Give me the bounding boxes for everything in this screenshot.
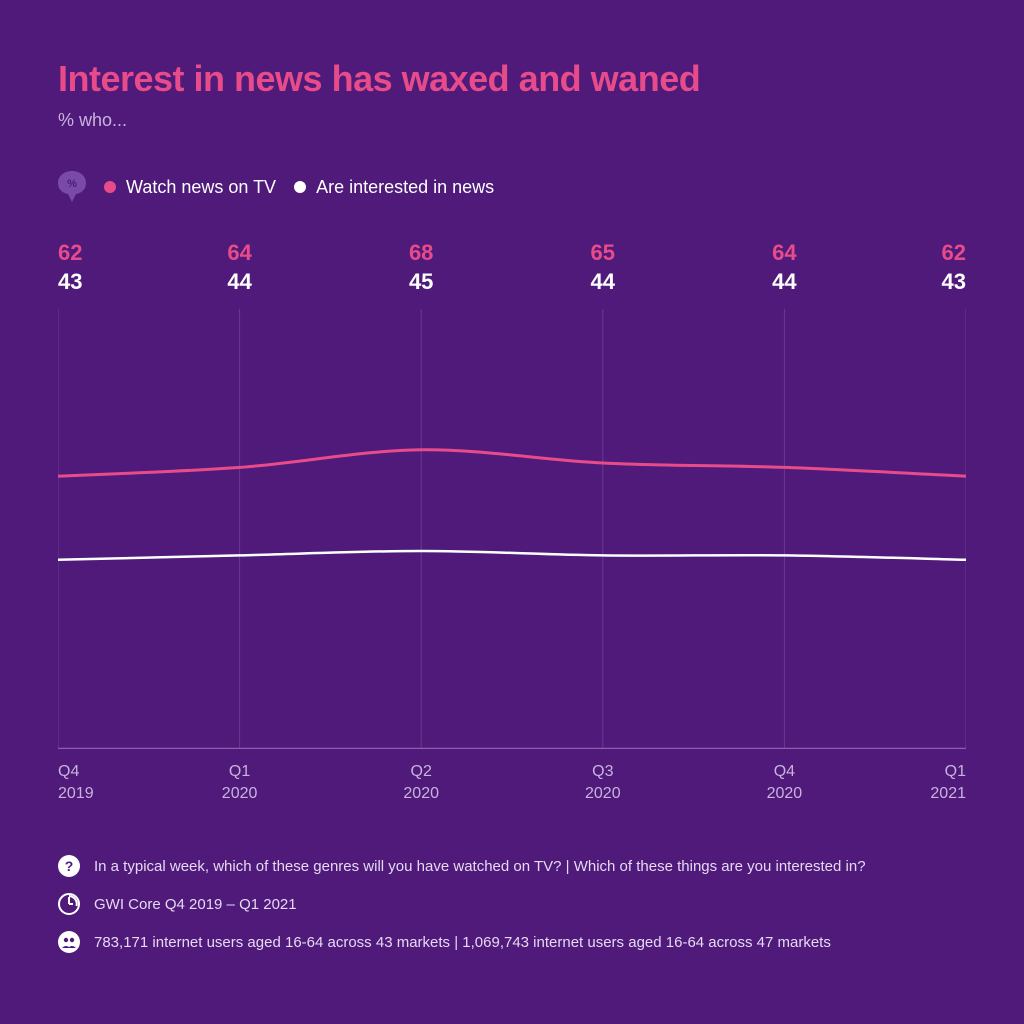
footer-base: 783,171 internet users aged 16-64 across… xyxy=(58,931,966,953)
series-b-value: 43 xyxy=(58,268,82,297)
series-a-value: 62 xyxy=(942,239,966,268)
x-axis-label: Q4 2019 xyxy=(58,761,94,804)
legend-label-b: Are interested in news xyxy=(316,177,494,198)
legend-item-series-a: Watch news on TV xyxy=(104,177,276,198)
source-icon xyxy=(58,893,80,915)
series-a-value: 65 xyxy=(591,239,615,268)
x-axis-label: Q4 2020 xyxy=(767,761,803,804)
chart-subtitle: % who... xyxy=(58,110,966,131)
svg-text:%: % xyxy=(67,178,77,190)
line-chart xyxy=(58,309,966,749)
footer-base-text: 783,171 internet users aged 16-64 across… xyxy=(94,934,831,951)
footer-question-text: In a typical week, which of these genres… xyxy=(94,858,866,875)
series-a-value: 68 xyxy=(409,239,433,268)
x-axis-label: Q2 2020 xyxy=(403,761,439,804)
data-label-col: 6444 xyxy=(772,239,796,296)
legend-label-a: Watch news on TV xyxy=(126,177,276,198)
data-label-col: 6845 xyxy=(409,239,433,296)
series-a-value: 64 xyxy=(772,239,796,268)
data-label-col: 6243 xyxy=(58,239,82,296)
people-icon xyxy=(58,931,80,953)
series-b-value: 44 xyxy=(591,268,615,297)
series-b-value: 44 xyxy=(227,268,251,297)
chart-title: Interest in news has waxed and waned xyxy=(58,58,966,100)
series-a-value: 62 xyxy=(58,239,82,268)
series-a-value: 64 xyxy=(227,239,251,268)
data-label-col: 6444 xyxy=(227,239,251,296)
series-b-value: 43 xyxy=(942,268,966,297)
data-value-labels: 624364446845654464446243 xyxy=(58,239,966,301)
x-axis-labels: Q4 2019 Q1 2020 Q2 2020 Q3 2020 Q4 2020 Q1 20… xyxy=(58,761,966,811)
question-icon: ? xyxy=(58,855,80,877)
footer-source: GWI Core Q4 2019 – Q1 2021 xyxy=(58,893,966,915)
legend-dot-b xyxy=(294,181,306,193)
svg-text:?: ? xyxy=(65,858,74,874)
data-label-col: 6544 xyxy=(591,239,615,296)
footer-source-text: GWI Core Q4 2019 – Q1 2021 xyxy=(94,896,297,913)
x-axis-label: Q3 2020 xyxy=(585,761,621,804)
legend-dot-a xyxy=(104,181,116,193)
footer-question: ? In a typical week, which of these genr… xyxy=(58,855,966,877)
legend: % Watch news on TV Are interested in new… xyxy=(58,171,966,203)
legend-item-series-b: Are interested in news xyxy=(294,177,494,198)
series-b-value: 44 xyxy=(772,268,796,297)
x-axis-label: Q1 2020 xyxy=(222,761,258,804)
series-b-value: 45 xyxy=(409,268,433,297)
percent-badge-icon: % xyxy=(58,171,86,203)
x-axis-label: Q1 2021 xyxy=(930,761,966,804)
chart-footer: ? In a typical week, which of these genr… xyxy=(58,855,966,953)
data-label-col: 6243 xyxy=(942,239,966,296)
